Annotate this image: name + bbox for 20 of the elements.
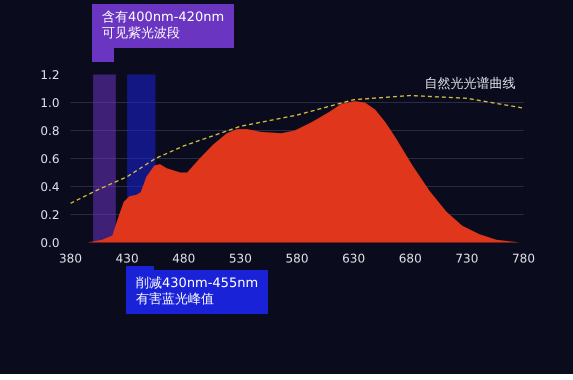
line-series [70,94,524,204]
y-tick-label: 1.0 [40,96,60,110]
x-tick-label: 730 [455,252,478,266]
x-tick-label: 580 [286,252,308,266]
y-tick-label: 0.8 [40,124,60,138]
y-tick-label: 1.2 [40,68,60,82]
x-tick-label: 430 [116,252,139,266]
series-label: 自然光光谱曲线 [424,76,516,92]
x-tick-label: 680 [398,252,422,266]
x-tick-label: 530 [228,252,252,266]
band-label: 削减430nm-455nm 有害蓝光峰值 [126,266,268,314]
band-label: 含有400nm-420nm 可见紫光波段 [92,4,234,62]
x-tick-label: 480 [172,252,196,266]
y-tick-label: 0.4 [40,180,60,194]
y-tick-label: 0.0 [40,236,60,250]
y-tick-label: 0.2 [40,208,60,222]
y-tick-label: 0.6 [40,152,60,166]
x-tick-label: 380 [59,252,82,266]
x-tick-label: 780 [512,252,535,266]
x-tick-label: 630 [342,252,366,266]
